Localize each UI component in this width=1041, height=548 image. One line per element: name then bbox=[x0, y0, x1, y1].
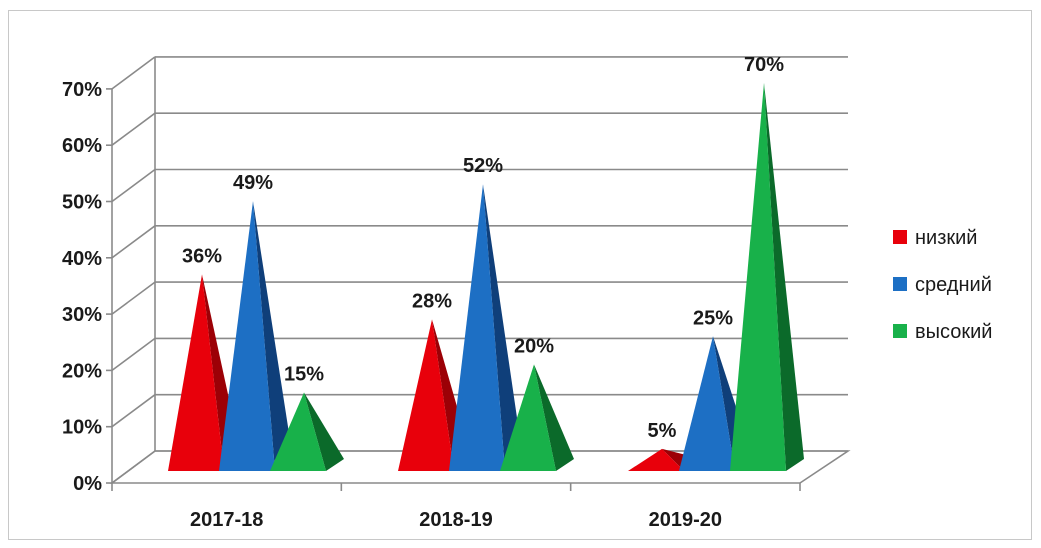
side-gridline bbox=[111, 56, 156, 90]
pyramid-bar bbox=[219, 201, 275, 471]
pyramid-bar bbox=[270, 392, 326, 471]
legend: низкий средний высокий bbox=[893, 227, 992, 343]
side-gridline bbox=[111, 394, 156, 428]
data-labels: 36% 49% 15% 28% 52% 20% 5% 25% 70% bbox=[182, 54, 784, 442]
data-label: 70% bbox=[744, 54, 784, 76]
y-tick-labels: 0% 10% 20% 30% 40% 50% 60% 70% bbox=[62, 79, 102, 495]
data-label: 52% bbox=[463, 155, 503, 177]
pyramid-side bbox=[534, 364, 574, 471]
data-label: 28% bbox=[412, 290, 452, 312]
pyramid-bar bbox=[730, 82, 786, 472]
side-gridline bbox=[111, 281, 156, 315]
pyramid-bar bbox=[628, 448, 684, 471]
legend-swatch bbox=[893, 277, 907, 291]
data-label: 15% bbox=[284, 364, 324, 386]
x-tick-label: 2017-18 bbox=[190, 509, 263, 531]
side-gridline bbox=[111, 225, 156, 259]
legend-swatch bbox=[893, 230, 907, 244]
legend-swatch bbox=[893, 324, 907, 338]
data-label: 49% bbox=[233, 172, 273, 194]
pyramid-bar bbox=[679, 336, 735, 471]
data-label: 20% bbox=[514, 335, 554, 357]
side-gridline bbox=[111, 112, 156, 146]
legend-label: средний bbox=[915, 274, 992, 296]
legend-label: высокий bbox=[915, 321, 992, 343]
x-tick-labels: 2017-18 2018-19 2019-20 bbox=[190, 509, 722, 531]
x-tick-label: 2019-20 bbox=[649, 509, 722, 531]
y-tick-label: 0% bbox=[73, 473, 102, 495]
legend-label: низкий bbox=[915, 227, 977, 249]
y-tick-label: 60% bbox=[62, 135, 102, 157]
axes bbox=[106, 88, 851, 491]
side-gridline bbox=[111, 168, 156, 203]
y-tick-label: 30% bbox=[62, 304, 102, 326]
pyramid-side bbox=[764, 82, 804, 472]
data-label: 5% bbox=[648, 420, 677, 442]
y-tick-label: 40% bbox=[62, 248, 102, 270]
x-tick-label: 2018-19 bbox=[419, 509, 492, 531]
side-gridline bbox=[111, 337, 156, 372]
pyramid-bar bbox=[168, 274, 224, 471]
pyramid-bars bbox=[168, 82, 804, 472]
pyramid-side bbox=[304, 392, 344, 471]
y-tick-label: 20% bbox=[62, 360, 102, 382]
pyramid-bar bbox=[500, 364, 556, 471]
data-label: 25% bbox=[693, 307, 733, 329]
y-tick-label: 10% bbox=[62, 417, 102, 439]
pyramid-bar bbox=[449, 184, 505, 472]
data-label: 36% bbox=[182, 245, 222, 267]
pyramid-side bbox=[483, 184, 523, 472]
pyramid-bar bbox=[398, 319, 454, 471]
y-tick-label: 50% bbox=[62, 192, 102, 214]
y-tick-label: 70% bbox=[62, 79, 102, 101]
pyramid-side bbox=[253, 201, 293, 471]
